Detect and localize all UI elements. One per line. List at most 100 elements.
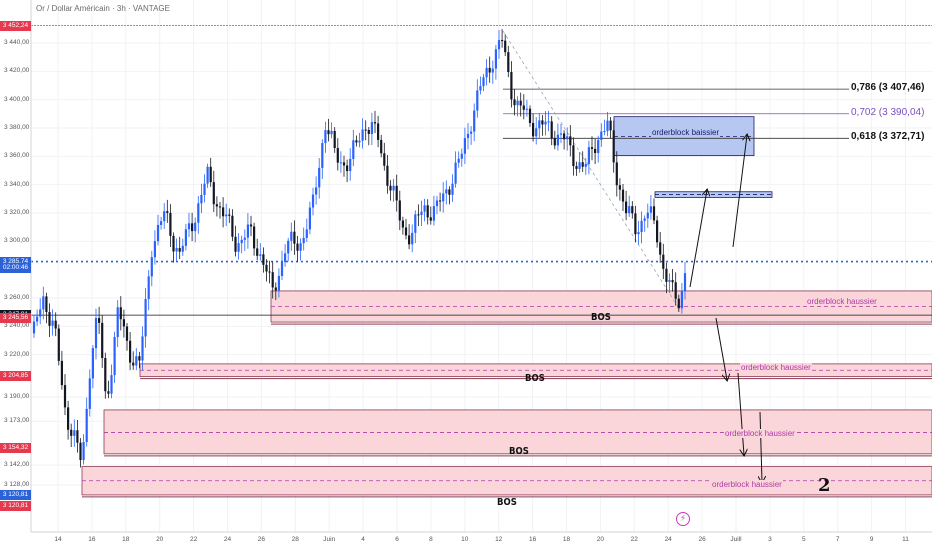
candle-body [197,203,200,223]
candle-body [113,337,116,376]
candle-body [259,254,262,256]
candle-body [411,232,414,245]
candle-body [581,162,584,167]
y-tick-label: 3 360,00 [4,152,30,160]
orderblock-label-bullish-1: orderblock haussier [806,297,878,306]
candle-body [442,193,445,202]
candle-body [556,134,559,146]
candle-body [200,194,203,204]
candle-body [615,162,618,186]
y-tick-label: 3 240,00 [4,322,30,330]
y-tick-label: 3 128,00 [4,481,30,488]
candle-body [563,133,566,140]
candle-body [491,68,494,73]
candle-body [256,248,259,256]
candle-body [150,257,153,277]
x-tick-label: 18 [562,536,571,543]
candle-body [32,321,36,334]
candle-body [265,264,268,272]
candle-body [315,187,318,195]
candle-body [308,207,311,230]
candle-body [330,130,333,135]
candle-body [246,224,249,238]
candle-body [94,318,98,349]
candle-body [324,130,327,144]
candle-body [538,120,541,129]
candle-body [646,212,649,219]
x-tick-label: 10 [461,536,469,543]
lightning-icon[interactable]: ⚡ [676,512,690,526]
candle-body [76,430,79,443]
candle-body [603,131,606,133]
candle-body [203,183,206,195]
candle-body [587,147,590,165]
candle-body [321,143,324,168]
candle-body [339,162,342,164]
candle-body [299,243,302,251]
candle-body [380,139,383,154]
y-tick-label: 3 380,00 [4,124,30,131]
x-tick-label: 16 [528,536,537,543]
candle-body [234,236,237,252]
x-tick-label: 6 [395,536,399,543]
candle-body [222,207,225,217]
candle-body [519,100,522,106]
candle-body [439,200,442,202]
candle-body [671,280,674,283]
candle-body [231,215,234,237]
candle-body [566,136,569,140]
candle-body [287,240,290,254]
candlestick-series [32,29,687,468]
candle-body [659,242,662,255]
y-tick-label: 3 173,00 [4,417,30,425]
candle-body [268,271,271,273]
candle-body [488,67,491,73]
candle-body [649,206,652,213]
projection-arrow [737,372,744,455]
candle-body [39,309,42,317]
candle-body [218,206,222,208]
x-tick-label: 3 [768,536,772,543]
price-badge: 3 452,24 [0,20,31,31]
candle-body [262,254,265,265]
candle-body [206,166,209,184]
candle-body [141,336,144,361]
candle-body [82,441,85,461]
y-tick-label: 3 340,00 [4,180,30,188]
candle-body [383,153,386,166]
x-tick-label: 14 [54,536,62,543]
candle-body [296,243,299,251]
candle-body [144,299,147,337]
candle-body [625,201,628,214]
y-tick-label: 3 190,00 [4,393,30,401]
candle-body [284,253,287,262]
candle-body [621,189,625,202]
y-tick-label: 3 260,00 [4,294,30,301]
candle-body [342,162,346,166]
candle-body [367,129,370,134]
candle-body [67,407,70,430]
candle-body [479,86,482,91]
candle-body [401,220,404,228]
x-tick-label: 9 [869,536,874,543]
candle-body [463,138,466,154]
candle-body [504,40,507,53]
y-tick-label: 3 142,00 [4,461,30,469]
x-tick-label: 16 [88,536,96,543]
projection-arrow [689,190,707,288]
x-tick-label: 26 [698,536,706,543]
candle-body [181,245,184,252]
candle-body [51,320,54,326]
candle-body [361,129,364,141]
candle-body [358,140,361,143]
y-tick-label: 3 420,00 [4,67,30,75]
candle-body [544,121,547,125]
candle-body [457,158,460,163]
price-badge: 3 245,56 [0,313,31,324]
candle-body [169,212,172,236]
candle-body [243,237,246,240]
price-badge: 3 285,74 [0,256,31,267]
candle-body [662,254,665,269]
candle-body [228,214,231,216]
